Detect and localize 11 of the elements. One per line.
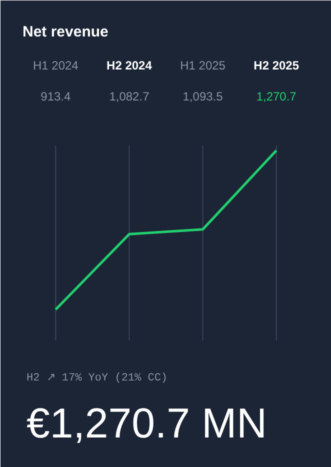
data-label: 1,082.7 — [109, 90, 150, 104]
data-label: 1,093.5 — [182, 90, 224, 104]
text: €1,270.7 MN — [26, 400, 267, 446]
x-tick-label: H2 2024 — [106, 58, 152, 72]
data-label: 1,270.7 — [256, 90, 297, 104]
text: H2 ↗ 17% YoY (21% CC) — [26, 372, 168, 384]
x-tick-label: H1 2025 — [180, 58, 226, 72]
x-tick-label: H1 2024 — [32, 58, 79, 72]
data-label: 913.4 — [40, 90, 72, 104]
x-tick-label: H2 2025 — [254, 58, 300, 72]
chart-title: Net revenue — [22, 24, 108, 40]
